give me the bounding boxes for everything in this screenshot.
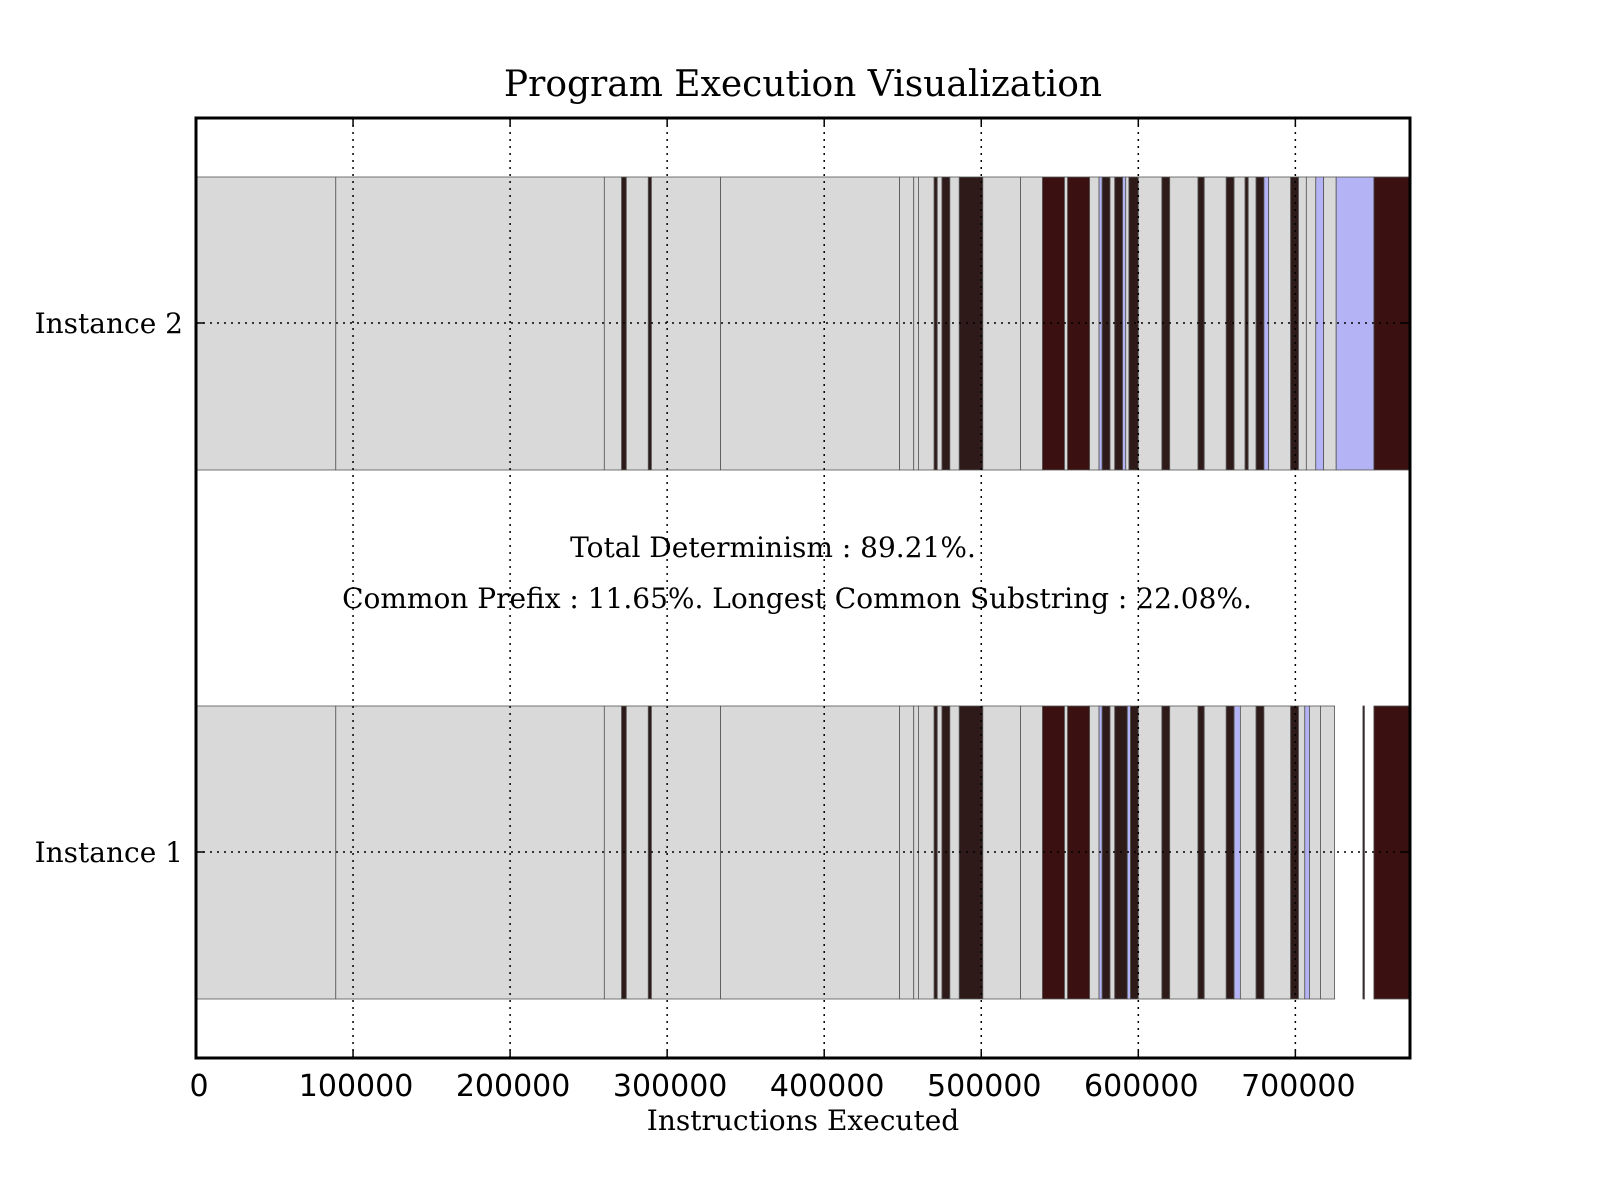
bar-segment: [1290, 705, 1299, 1000]
bar-segment: [195, 705, 337, 1000]
bar-segment: [1203, 176, 1227, 471]
bar-segment: [1042, 176, 1065, 471]
plot-frame: [194, 116, 1412, 1060]
bar-segment: [603, 705, 623, 1000]
bar-segment: [1089, 176, 1100, 471]
x-tick-label: 300000: [613, 1069, 728, 1104]
bar-segment: [1290, 176, 1299, 471]
bar-segment: [1309, 705, 1321, 1000]
bar-segment: [1203, 705, 1227, 1000]
y-tick-label: Instance 2: [35, 307, 183, 340]
bar-segment: [1362, 705, 1365, 1000]
bar-segment: [958, 176, 984, 471]
y-tick-label: Instance 1: [35, 836, 183, 869]
bar-segment: [720, 176, 900, 471]
bar-segment: [933, 176, 938, 471]
determinism-annotation: Total Determinism : 89.21%.: [570, 531, 976, 564]
bar-segment: [1128, 176, 1139, 471]
x-tick-label: 500000: [927, 1069, 1042, 1104]
x-tick-label: 700000: [1241, 1069, 1356, 1104]
grid-layer: [196, 118, 1410, 1058]
bar-segment: [195, 176, 337, 471]
chart-title: Program Execution Visualization: [504, 64, 1102, 105]
x-axis: 0 100000 200000 300000 400000 500000 600000 700…: [189, 118, 1356, 1104]
y-axis: Instance 1 Instance 2: [35, 307, 1410, 869]
plot-area: [194, 116, 1412, 1060]
bar-segment: [1263, 705, 1292, 1000]
prefix-substring-annotation: Common Prefix : 11.65%. Longest Common S…: [342, 582, 1252, 615]
bar-segment: [933, 705, 938, 1000]
x-tick-label: 0: [189, 1069, 208, 1104]
x-tick-label: 400000: [770, 1069, 885, 1104]
bar-segment: [1305, 176, 1317, 471]
bar-segment: [949, 705, 960, 1000]
bar-segment: [1323, 176, 1337, 471]
x-tick-label: 200000: [456, 1069, 571, 1104]
bar-segment: [647, 705, 652, 1000]
bar-segment: [1320, 705, 1336, 1000]
bar-segment: [603, 176, 623, 471]
bar-segment: [647, 176, 652, 471]
x-axis-label: Instructions Executed: [647, 1104, 960, 1137]
bar-segment: [1335, 176, 1375, 471]
bar-segment: [720, 705, 900, 1000]
x-tick-label: 600000: [1084, 1069, 1199, 1104]
bar-segment: [1122, 176, 1127, 471]
bar-segment: [949, 176, 960, 471]
bar-segment: [1089, 705, 1100, 1000]
bar-segment: [958, 705, 984, 1000]
bar-segment: [1304, 705, 1310, 1000]
x-tick-label: 100000: [299, 1069, 414, 1104]
bar-segment: [1042, 705, 1065, 1000]
bar-segment: [1268, 176, 1292, 471]
